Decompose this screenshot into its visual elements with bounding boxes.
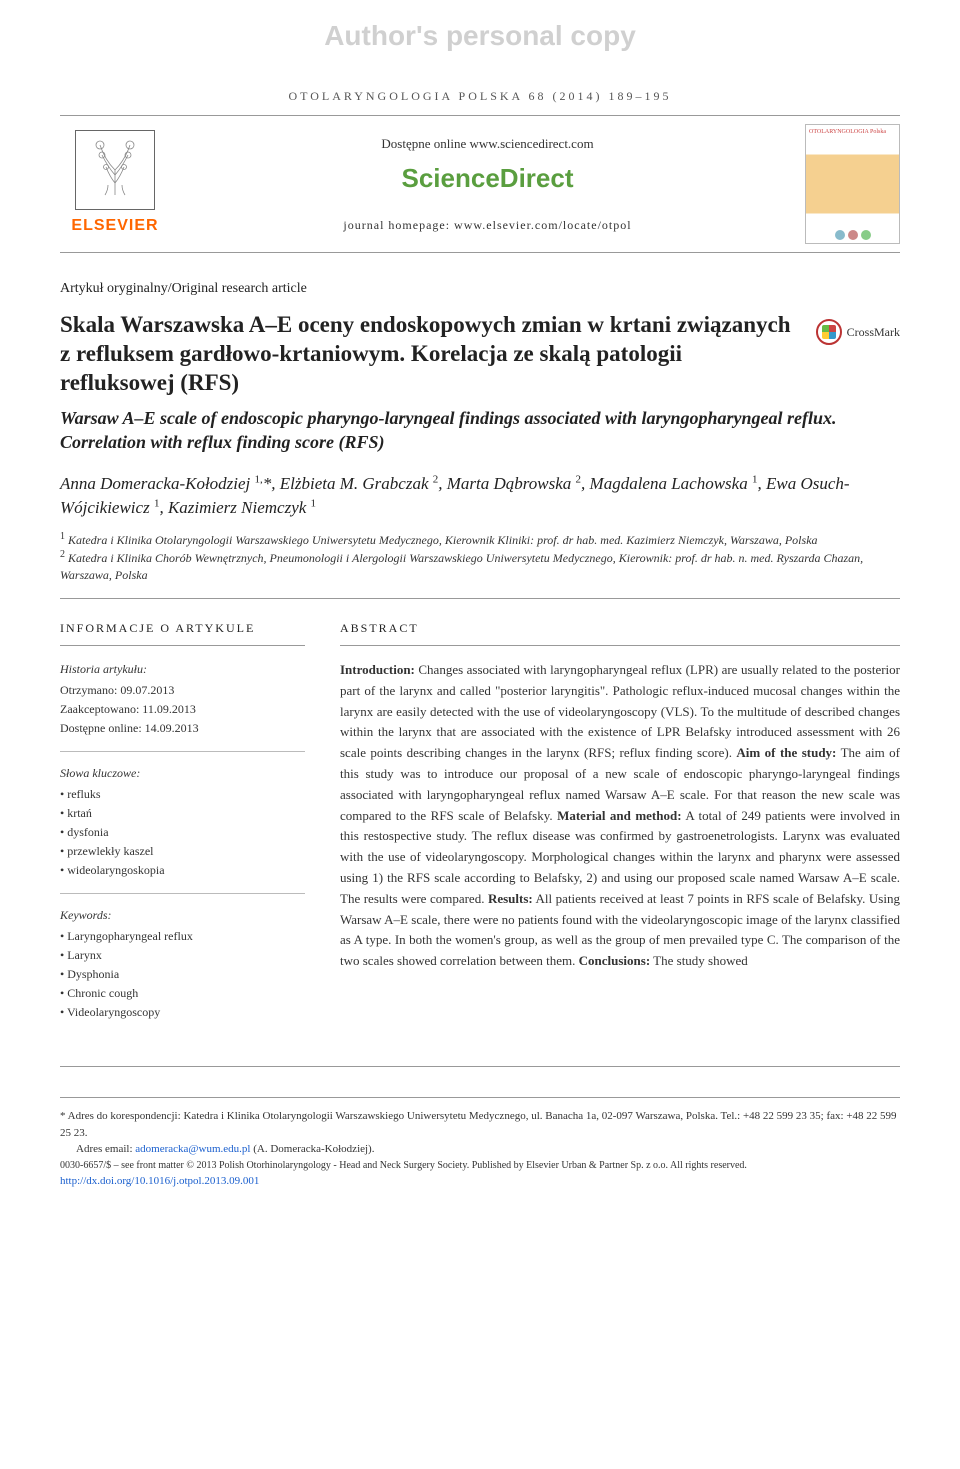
- keyword-item: refluks: [60, 785, 305, 804]
- keywords-pl-label: Słowa kluczowe:: [60, 764, 305, 782]
- doi-link[interactable]: http://dx.doi.org/10.1016/j.otpol.2013.0…: [60, 1175, 259, 1187]
- keywords-en-label: Keywords:: [60, 906, 305, 924]
- available-online-text: Dostępne online www.sciencedirect.com: [170, 134, 805, 154]
- abstract-text: Introduction: Changes associated with la…: [340, 660, 900, 972]
- crossmark-badge[interactable]: CrossMark: [816, 319, 900, 345]
- keywords-pl-block: Słowa kluczowe: reflukskrtańdysfoniaprze…: [60, 764, 305, 894]
- correspondence: * Adres do korespondencji: Katedra i Kli…: [60, 1108, 900, 1141]
- article-type: Artykuł oryginalny/Original research art…: [60, 278, 900, 299]
- article-info-column: INFORMACJE O ARTYKULE Historia artykułu:…: [60, 619, 305, 1046]
- keyword-item: wideolaryngoskopia: [60, 861, 305, 880]
- accepted-date: Zaakceptowano: 11.09.2013: [60, 700, 305, 719]
- cover-dot-icon: [835, 230, 845, 240]
- affiliations: 1 Katedra i Klinika Otolaryngologii Wars…: [60, 530, 900, 599]
- online-date: Dostępne online: 14.09.2013: [60, 719, 305, 738]
- keyword-item: dysfonia: [60, 823, 305, 842]
- elsevier-tree-icon: [75, 130, 155, 210]
- affiliation-2: 2 Katedra i Klinika Chorób Wewnętrznych,…: [60, 548, 900, 584]
- keyword-item: Larynx: [60, 946, 305, 965]
- elsevier-brand-text: ELSEVIER: [71, 214, 158, 238]
- page-container: OTOLARYNGOLOGIA POLSKA 68 (2014) 189–195…: [0, 67, 960, 1219]
- crossmark-label: CrossMark: [847, 323, 900, 341]
- header-bar: ELSEVIER Dostępne online www.sciencedire…: [60, 115, 900, 253]
- keywords-en-block: Keywords: Laryngopharyngeal refluxLarynx…: [60, 906, 305, 1035]
- cover-title: OTOLARYNGOLOGIA Polska: [809, 128, 896, 137]
- article-history-block: Historia artykułu: Otrzymano: 09.07.2013…: [60, 660, 305, 752]
- article-title-pl: Skala Warszawska A–E oceny endoskopowych…: [60, 311, 796, 397]
- abstract-heading: ABSTRACT: [340, 619, 900, 646]
- keyword-item: Dysphonia: [60, 965, 305, 984]
- cover-dot-icon: [861, 230, 871, 240]
- affiliation-1: 1 Katedra i Klinika Otolaryngologii Wars…: [60, 530, 900, 549]
- history-label: Historia artykułu:: [60, 660, 305, 678]
- cover-dot-icon: [848, 230, 858, 240]
- keyword-item: Laryngopharyngeal reflux: [60, 927, 305, 946]
- sciencedirect-logo: ScienceDirect: [170, 159, 805, 198]
- author-list: Anna Domeracka-Kołodziej 1,*, Elżbieta M…: [60, 472, 900, 520]
- title-row: Skala Warszawska A–E oceny endoskopowych…: [60, 311, 900, 407]
- info-abstract-row: INFORMACJE O ARTYKULE Historia artykułu:…: [60, 619, 900, 1067]
- journal-cover-thumbnail: OTOLARYNGOLOGIA Polska: [805, 124, 900, 244]
- info-heading: INFORMACJE O ARTYKULE: [60, 619, 305, 646]
- email-link[interactable]: adomeracka@wum.edu.pl: [135, 1143, 250, 1155]
- article-title-en: Warsaw A–E scale of endoscopic pharyngo-…: [60, 407, 900, 454]
- crossmark-icon: [816, 319, 842, 345]
- journal-reference: OTOLARYNGOLOGIA POLSKA 68 (2014) 189–195: [60, 67, 900, 115]
- header-center: Dostępne online www.sciencedirect.com Sc…: [170, 134, 805, 235]
- keyword-item: przewlekły kaszel: [60, 842, 305, 861]
- keyword-item: krtań: [60, 804, 305, 823]
- journal-homepage-text: journal homepage: www.elsevier.com/locat…: [170, 216, 805, 234]
- elsevier-logo: ELSEVIER: [60, 130, 170, 238]
- keyword-item: Chronic cough: [60, 984, 305, 1003]
- correspondence-email: Adres email: adomeracka@wum.edu.pl (A. D…: [60, 1141, 900, 1158]
- copyright-line: 0030-6657/$ – see front matter © 2013 Po…: [60, 1158, 900, 1173]
- received-date: Otrzymano: 09.07.2013: [60, 681, 305, 700]
- keyword-item: Videolaryngoscopy: [60, 1003, 305, 1022]
- abstract-column: ABSTRACT Introduction: Changes associate…: [340, 619, 900, 1046]
- watermark-text: Author's personal copy: [0, 0, 960, 67]
- footer: * Adres do korespondencji: Katedra i Kli…: [60, 1097, 900, 1189]
